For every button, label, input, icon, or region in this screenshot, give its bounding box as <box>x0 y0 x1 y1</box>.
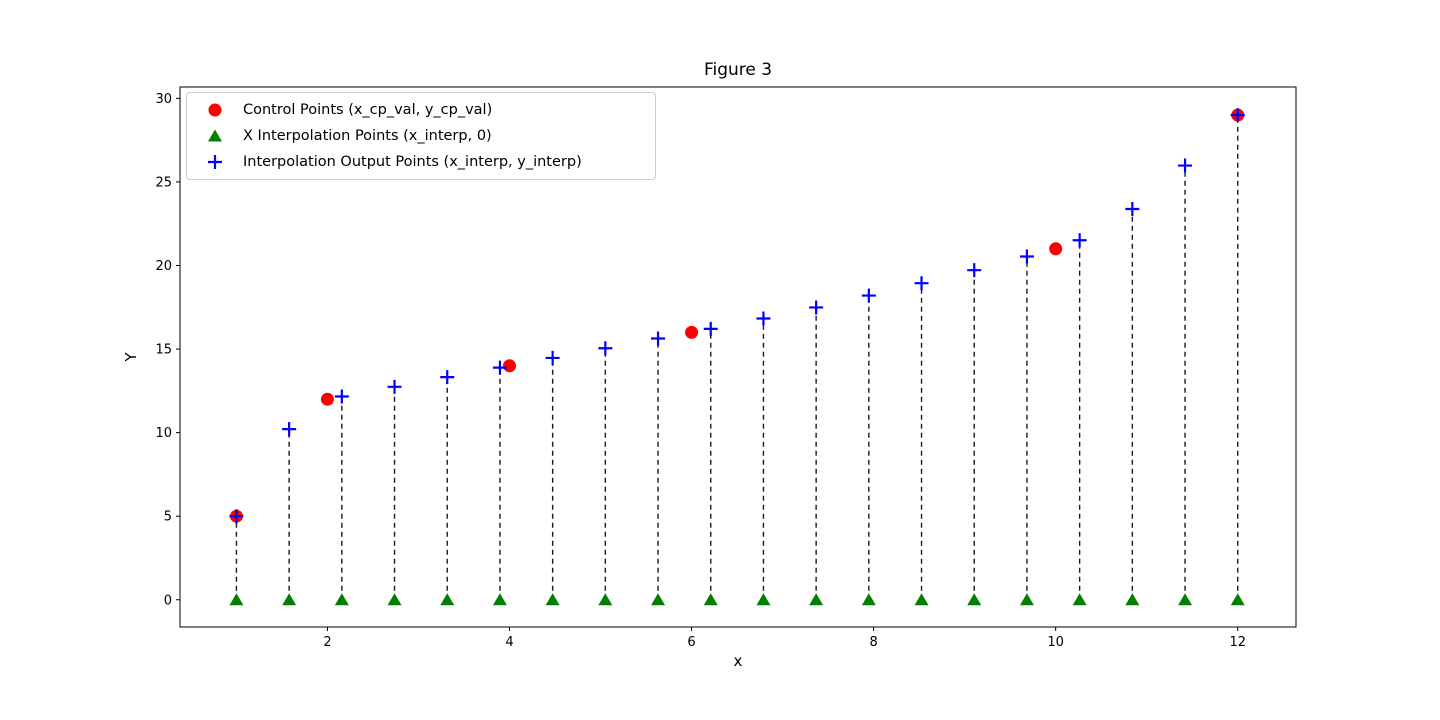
control-point <box>1049 242 1063 256</box>
y-tick-label: 15 <box>155 343 172 358</box>
x-interp-point <box>1072 593 1087 606</box>
x-tick-label: 4 <box>505 635 513 650</box>
interpolation-output-point <box>492 360 507 375</box>
x-interp-point <box>598 593 613 606</box>
x-tick-label: 10 <box>1047 635 1064 650</box>
interpolation-output-point <box>387 379 402 394</box>
x-interp-point <box>545 593 560 606</box>
x-interp-point <box>334 593 349 606</box>
x-interp-point <box>1178 593 1193 606</box>
control-point <box>685 325 699 339</box>
interpolation-output-point <box>1230 108 1245 123</box>
y-tick-label: 5 <box>164 510 172 525</box>
control-point <box>320 392 334 406</box>
x-interp-point <box>492 593 507 606</box>
interpolation-output-point <box>1178 158 1193 173</box>
interpolation-output-point <box>914 276 929 291</box>
x-interp-point <box>1230 593 1245 606</box>
interpolation-output-point <box>598 341 613 356</box>
x-interp-point <box>1125 593 1140 606</box>
interpolation-output-point <box>229 509 244 524</box>
x-interp-point <box>914 593 929 606</box>
interpolation-output-point <box>334 389 349 404</box>
x-interp-point <box>282 593 297 606</box>
interpolation-output-point <box>282 422 297 437</box>
interpolation-output-point <box>1125 202 1140 217</box>
interpolation-output-point <box>756 311 771 326</box>
interpolation-output-point <box>861 288 876 303</box>
legend-label: X Interpolation Points (x_interp, 0) <box>243 128 492 144</box>
y-tick-label: 20 <box>155 259 172 274</box>
x-tick-label: 6 <box>687 635 695 650</box>
legend-entry-output-points: Interpolation Output Points (x_interp, y… <box>187 149 655 175</box>
interpolation-output-point <box>809 300 824 315</box>
legend-plus-marker-icon <box>187 154 243 170</box>
legend: Control Points (x_cp_val, y_cp_val) X In… <box>186 92 656 180</box>
interpolation-output-point <box>703 321 718 336</box>
interpolation-output-point <box>1019 249 1034 264</box>
x-interp-point <box>651 593 666 606</box>
axes-frame <box>179 86 1297 628</box>
y-tick-label: 30 <box>155 92 172 107</box>
legend-circle-marker-icon <box>187 102 243 118</box>
y-tick-label: 10 <box>155 426 172 441</box>
x-interp-point <box>1019 593 1034 606</box>
x-interp-point <box>809 593 824 606</box>
x-tick-label: 8 <box>869 635 877 650</box>
legend-triangle-marker-icon <box>187 128 243 144</box>
x-tick-label: 2 <box>323 635 331 650</box>
interpolation-output-point <box>651 331 666 346</box>
interpolation-output-point <box>440 370 455 385</box>
x-interp-point <box>229 593 244 606</box>
legend-entry-control-points: Control Points (x_cp_val, y_cp_val) <box>187 97 655 123</box>
x-interp-point <box>861 593 876 606</box>
legend-label: Control Points (x_cp_val, y_cp_val) <box>243 102 493 118</box>
y-tick-label: 0 <box>164 593 172 608</box>
legend-entry-x-interp-points: X Interpolation Points (x_interp, 0) <box>187 123 655 149</box>
x-interp-point <box>387 593 402 606</box>
x-interp-point <box>440 593 455 606</box>
control-point <box>503 359 517 373</box>
chart-title: Figure 3 <box>703 60 773 80</box>
interpolation-output-point <box>967 263 982 278</box>
legend-label: Interpolation Output Points (x_interp, y… <box>243 154 582 170</box>
x-interp-point <box>756 593 771 606</box>
x-axis-label: x <box>733 652 743 670</box>
x-tick-label: 12 <box>1229 635 1246 650</box>
y-tick-label: 25 <box>155 175 172 190</box>
x-interp-point <box>967 593 982 606</box>
interpolation-output-point <box>545 350 560 365</box>
x-interp-point <box>703 593 718 606</box>
y-axis-label: Y <box>122 352 140 362</box>
interpolation-output-point <box>1072 233 1087 248</box>
